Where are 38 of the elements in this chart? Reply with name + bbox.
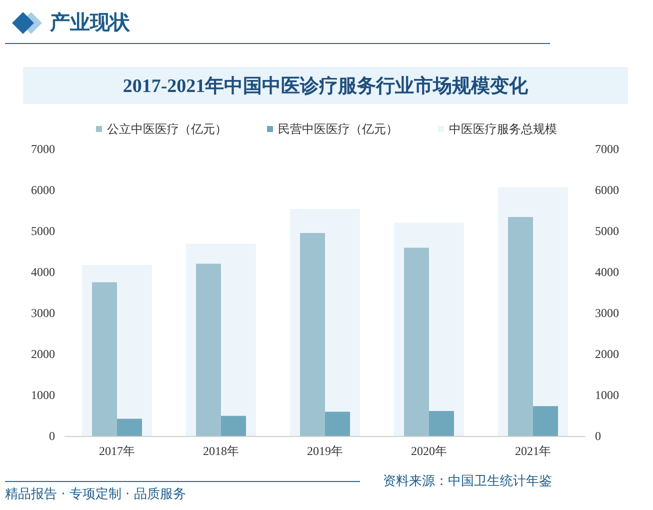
y2-tick-label: 3000 <box>595 306 619 320</box>
y-tick-label: 1000 <box>31 388 55 402</box>
bar <box>300 233 325 436</box>
y2-tick-label: 1000 <box>595 388 619 402</box>
y2-tick-label: 7000 <box>595 142 619 156</box>
x-tick-label: 2017年 <box>99 444 135 458</box>
x-tick-label: 2021年 <box>515 444 551 458</box>
chart-title: 2017-2021年中国中医诊疗服务行业市场规模变化 <box>122 74 528 98</box>
bar <box>196 264 221 436</box>
y-tick-label: 4000 <box>31 265 55 279</box>
text: 资料来源：中国卫生统计年鉴 <box>383 474 552 489</box>
y2-tick-label: 2000 <box>595 347 619 361</box>
text: 产业现状 <box>50 10 130 34</box>
y-tick-label: 6000 <box>31 183 55 197</box>
y-tick-label: 5000 <box>31 224 55 238</box>
y-tick-label: 2000 <box>31 347 55 361</box>
bar <box>92 282 117 436</box>
legend-label: 公立中医医疗（亿元） <box>107 122 227 136</box>
bar <box>508 217 533 436</box>
bar <box>533 406 558 436</box>
bar <box>325 412 350 436</box>
bar <box>117 418 142 436</box>
y-tick-label: 3000 <box>31 306 55 320</box>
bar <box>429 410 454 436</box>
x-tick-label: 2020年 <box>411 444 447 458</box>
bar <box>221 416 246 436</box>
text: 精品报告 · 专项定制 · 品质服务 <box>5 487 186 502</box>
y2-tick-label: 5000 <box>595 224 619 238</box>
bar <box>404 248 429 436</box>
y-tick-label: 7000 <box>31 142 55 156</box>
y2-tick-label: 6000 <box>595 183 619 197</box>
y2-tick-label: 4000 <box>595 265 619 279</box>
legend-label: 民营中医医疗（亿元） <box>278 122 398 136</box>
x-tick-label: 2018年 <box>203 444 239 458</box>
legend-label: 中医医疗服务总规模 <box>449 122 557 136</box>
x-tick-label: 2019年 <box>307 444 343 458</box>
y2-tick-label: 0 <box>595 429 601 443</box>
y-tick-label: 0 <box>49 429 55 443</box>
